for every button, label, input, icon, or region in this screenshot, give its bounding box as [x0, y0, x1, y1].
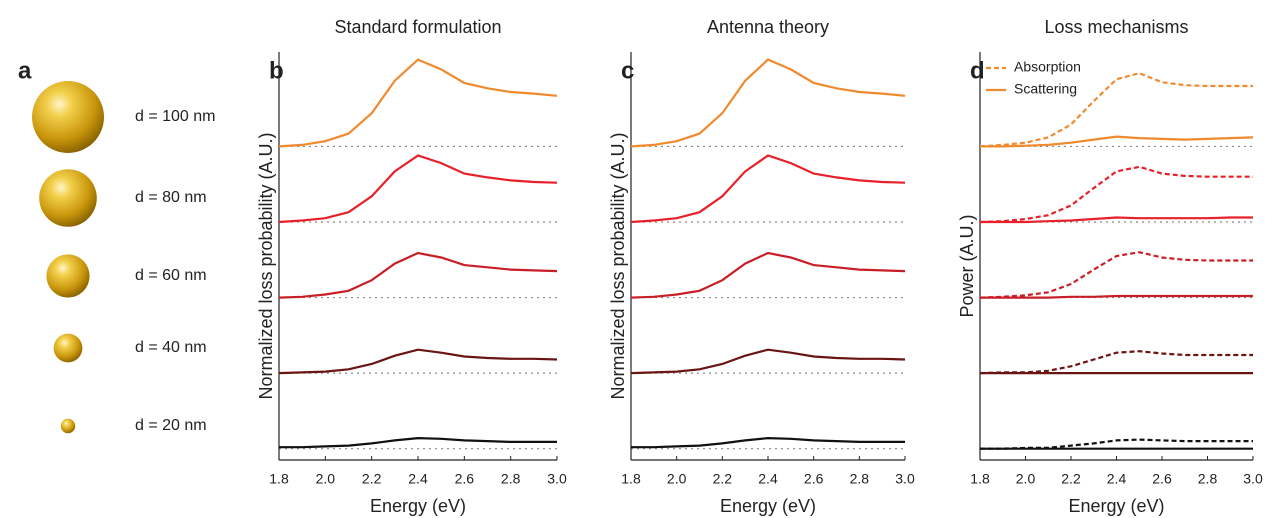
x-axis-label: Energy (eV) — [720, 496, 816, 516]
chart-title: Loss mechanisms — [1044, 17, 1188, 37]
x-tick-label: 2.0 — [667, 471, 687, 487]
y-axis-label: Normalized loss probability (A.U.) — [256, 132, 276, 399]
sphere-label: d = 80 nm — [135, 189, 207, 206]
line-series — [980, 438, 1253, 450]
line-series — [279, 436, 557, 449]
line-series — [980, 216, 1253, 224]
line-series — [631, 436, 905, 449]
line-series — [278, 154, 558, 224]
line-series — [630, 58, 906, 148]
y-axis-label: Power (A.U.) — [957, 214, 977, 317]
sphere-label: d = 40 nm — [135, 339, 207, 356]
line-series — [980, 294, 1253, 299]
sphere-label: d = 20 nm — [135, 417, 207, 434]
x-axis-label: Energy (eV) — [370, 496, 466, 516]
sphere-label: d = 60 nm — [135, 267, 207, 284]
line-series — [278, 348, 558, 375]
line-series — [278, 58, 558, 148]
panel-label: d — [970, 57, 985, 84]
legend-label: Absorption — [1014, 59, 1081, 75]
line-series — [979, 350, 1253, 375]
sphere — [39, 169, 97, 227]
x-tick-label: 2.0 — [1016, 471, 1036, 487]
x-tick-label: 2.6 — [1152, 471, 1172, 487]
x-tick-label: 1.8 — [269, 471, 289, 487]
x-tick-label: 3.0 — [895, 471, 915, 487]
sphere — [32, 81, 104, 153]
x-tick-label: 2.8 — [1198, 471, 1218, 487]
x-tick-label: 1.8 — [970, 471, 990, 487]
line-series — [979, 251, 1253, 299]
x-tick-label: 2.0 — [316, 471, 336, 487]
line-series — [980, 135, 1254, 148]
x-tick-label: 2.8 — [501, 471, 521, 487]
line-series — [630, 348, 906, 375]
x-tick-label: 2.2 — [1061, 471, 1081, 487]
panel-label: b — [269, 57, 284, 84]
x-tick-label: 3.0 — [547, 471, 567, 487]
chart-title: Standard formulation — [334, 17, 501, 37]
x-tick-label: 2.4 — [758, 471, 778, 487]
x-tick-label: 2.4 — [408, 471, 428, 487]
y-axis-label: Normalized loss probability (A.U.) — [608, 132, 628, 399]
sphere — [53, 333, 83, 363]
line-series — [278, 251, 558, 299]
chart-title: Antenna theory — [707, 17, 829, 37]
x-tick-label: 2.2 — [362, 471, 382, 487]
legend-label: Scattering — [1014, 81, 1077, 97]
line-series — [979, 165, 1253, 224]
x-tick-label: 2.6 — [804, 471, 824, 487]
sphere — [46, 254, 90, 298]
x-tick-label: 3.0 — [1243, 471, 1263, 487]
x-tick-label: 2.8 — [850, 471, 870, 487]
x-tick-label: 2.4 — [1107, 471, 1127, 487]
panel-label: c — [621, 57, 634, 84]
x-tick-label: 2.2 — [713, 471, 733, 487]
panel-label: a — [18, 57, 32, 84]
sphere-label: d = 100 nm — [135, 108, 216, 125]
line-series — [630, 251, 906, 299]
x-tick-label: 2.6 — [455, 471, 475, 487]
sphere — [60, 418, 76, 434]
line-series — [630, 154, 906, 224]
x-tick-label: 1.8 — [621, 471, 641, 487]
x-axis-label: Energy (eV) — [1068, 496, 1164, 516]
